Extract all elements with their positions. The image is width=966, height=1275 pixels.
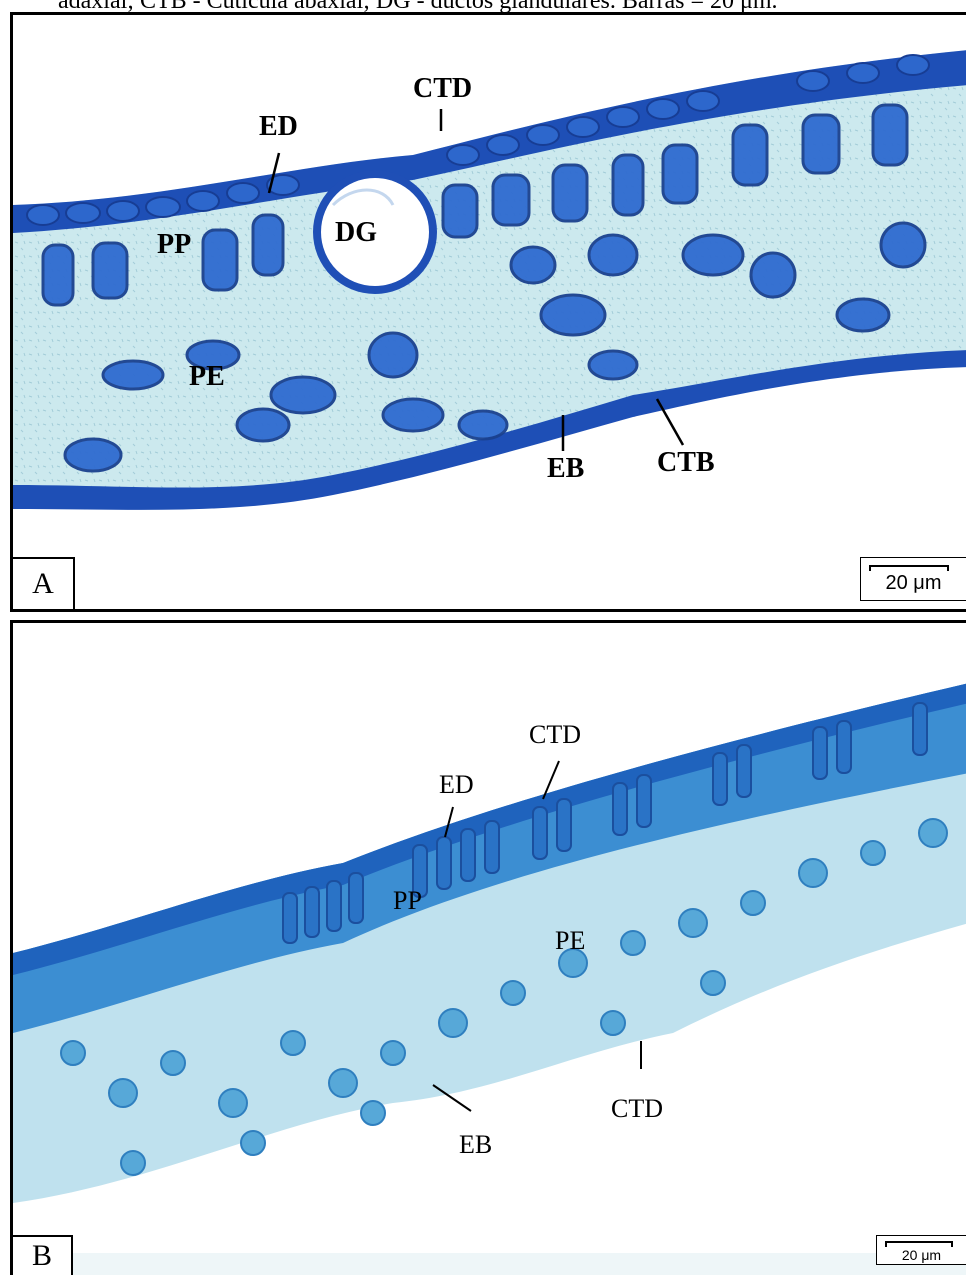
- panel-letter-b: B: [13, 1235, 73, 1275]
- label-ctd-top: CTD: [529, 720, 581, 749]
- micrograph-b-image: CTD ED PP PE EB CTD: [13, 623, 966, 1275]
- label-ctd: CTD: [413, 73, 472, 104]
- scale-bar-a: 20 μm: [860, 557, 966, 601]
- scale-bar-b: 20 μm: [876, 1235, 966, 1265]
- scale-bar-text: 20 μm: [885, 572, 942, 594]
- caption-text: adaxial; CTB - Cutícula abaxial; DG - du…: [58, 0, 778, 12]
- label-eb: EB: [547, 453, 584, 484]
- label-ctb: CTB: [657, 447, 715, 478]
- label-pe: PE: [189, 361, 225, 392]
- label-ctd-bottom: CTD: [611, 1094, 663, 1123]
- label-pp: PP: [157, 229, 191, 260]
- micrograph-a-image: ED CTD DG PP PE EB CTB: [13, 15, 966, 609]
- panel-letter-a: A: [13, 557, 75, 609]
- figure-caption: adaxial; CTB - Cutícula abaxial; DG - du…: [0, 0, 966, 12]
- label-ed: ED: [439, 770, 474, 799]
- micrograph-panel-a: ED CTD DG PP PE EB CTB A 20 μm: [10, 12, 966, 612]
- scale-bar-text: 20 μm: [901, 1247, 942, 1263]
- micrograph-panel-b: CTD ED PP PE EB CTD B 20 μm: [10, 620, 966, 1275]
- label-ed: ED: [259, 111, 298, 142]
- label-dg: DG: [335, 217, 377, 248]
- label-pp: PP: [393, 886, 422, 915]
- label-eb: EB: [459, 1130, 492, 1159]
- scale-bar-line: [885, 1241, 953, 1247]
- scale-bar-line: [869, 565, 949, 571]
- label-pe: PE: [555, 926, 585, 955]
